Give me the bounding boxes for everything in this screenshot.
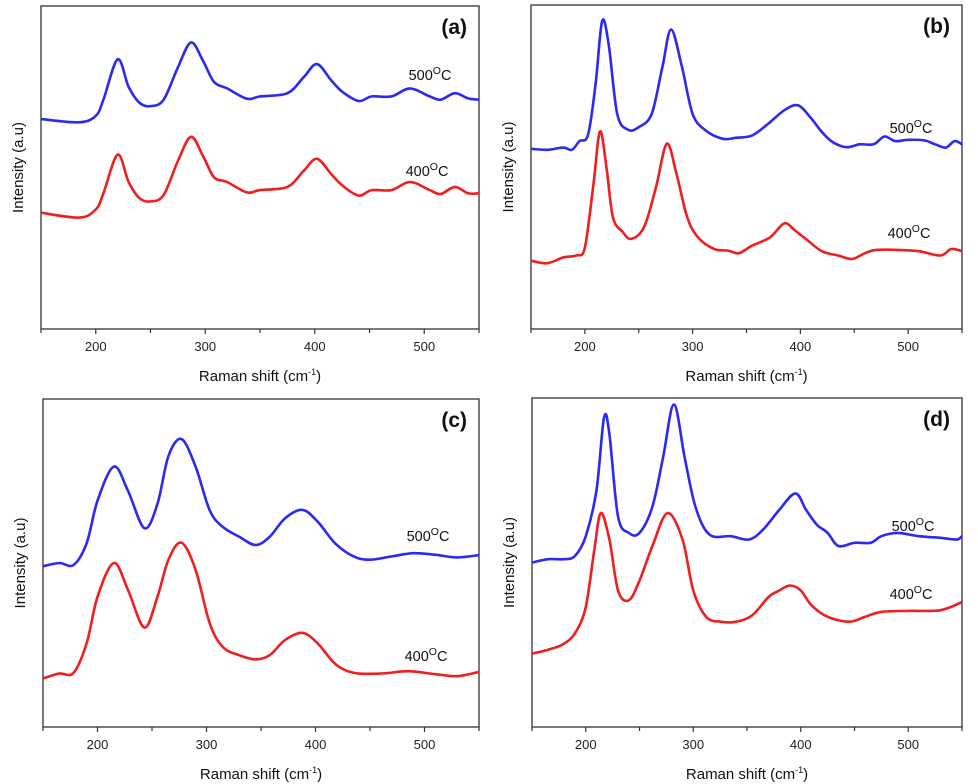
panel-a: 200 300 400 500 Raman shift (cm-1) Intensity … — [10, 5, 480, 385]
y-axis-label: Intensity (a.u) — [500, 122, 517, 213]
series-line-400c — [531, 511, 963, 655]
series-line-400c — [42, 541, 480, 680]
y-axis-label: Intensity (a.u) — [12, 518, 29, 609]
y-axis-label: Intensity (a.u) — [10, 122, 27, 213]
panel-d: 200 300 400 500 Raman shift (cm-1) Intensity … — [501, 397, 963, 783]
x-tick-label: 500 — [897, 339, 919, 354]
series-label: 400OC — [405, 646, 448, 665]
x-axis-label: Raman shift (cm-1) — [199, 367, 321, 385]
x-axis-label: Raman shift (cm-1) — [686, 765, 808, 783]
panel-label: (c) — [441, 409, 467, 432]
panel-label: (d) — [923, 408, 950, 431]
x-tick-label: 300 — [194, 339, 216, 354]
series-label: 400OC — [888, 223, 931, 242]
x-tick-label: 200 — [575, 737, 597, 752]
x-tick-label: 300 — [682, 737, 704, 752]
panel-b: 200 300 400 500 Raman shift (cm-1) Intensity … — [500, 4, 963, 385]
x-tick-label: 200 — [87, 737, 109, 752]
series-line-500c — [42, 437, 480, 568]
x-tick-label: 400 — [790, 737, 812, 752]
panel-c: 200 300 400 500 Raman shift (cm-1) Intensity … — [12, 398, 480, 783]
x-tick-label: 300 — [196, 737, 218, 752]
series-line-500c — [531, 403, 963, 564]
series-label: 400OC — [890, 584, 933, 603]
panel-label: (b) — [923, 15, 950, 38]
x-tick-label: 400 — [305, 737, 327, 752]
series-line-400c — [530, 130, 963, 265]
plot-frame — [42, 398, 480, 728]
x-axis-label: Raman shift (cm-1) — [200, 765, 322, 783]
series-line-500c — [530, 18, 963, 152]
series-label: 500OC — [892, 516, 935, 535]
x-tick-label: 200 — [85, 339, 107, 354]
x-tick-label: 300 — [682, 339, 704, 354]
x-tick-label: 200 — [574, 339, 596, 354]
x-tick-label: 500 — [413, 339, 435, 354]
series-label: 500OC — [407, 526, 450, 545]
series-line-400c — [40, 135, 480, 219]
panel-label: (a) — [441, 16, 467, 39]
x-tick-label: 500 — [897, 737, 919, 752]
series-label: 500OC — [409, 65, 452, 84]
plot-frame — [531, 397, 963, 728]
x-axis-label: Raman shift (cm-1) — [685, 367, 807, 385]
series-label: 500OC — [890, 118, 933, 137]
x-tick-label: 400 — [790, 339, 812, 354]
x-tick-label: 400 — [304, 339, 326, 354]
y-axis-label: Intensity (a.u) — [501, 517, 518, 608]
x-tick-label: 500 — [414, 737, 436, 752]
series-line-500c — [40, 41, 480, 124]
series-label: 400OC — [406, 161, 449, 180]
